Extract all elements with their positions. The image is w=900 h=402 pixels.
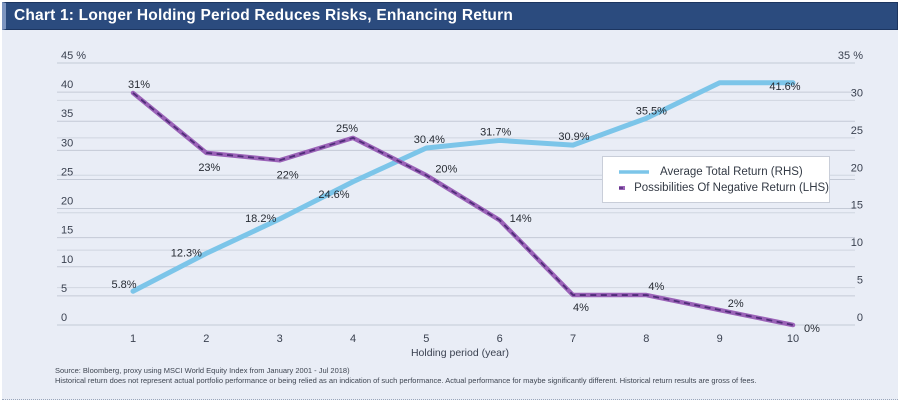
right-axis-tick-label: 0: [857, 312, 863, 324]
x-axis-tick-label: 5: [423, 333, 429, 345]
right-axis-tick-label: 15: [851, 200, 863, 212]
data-label-purple: 25%: [336, 123, 358, 135]
left-axis-tick-label: 30: [61, 137, 73, 149]
data-label-purple: 23%: [198, 162, 220, 174]
x-axis-tick-label: 6: [497, 333, 503, 345]
x-axis-tick-label: 3: [277, 333, 283, 345]
right-axis-tick-label: 35 %: [838, 50, 863, 62]
chart-title: Chart 1: Longer Holding Period Reduces R…: [14, 7, 513, 24]
right-axis-tick-label: 10: [851, 237, 863, 249]
left-axis-tick-label: 20: [61, 196, 73, 208]
data-label-purple: 22%: [277, 169, 299, 181]
x-axis-tick-label: 9: [717, 333, 723, 345]
data-label-blue: 31.7%: [480, 126, 511, 138]
x-axis-title: Holding period (year): [410, 347, 510, 359]
footer-source-line: Source: Bloomberg, proxy using MSCI Worl…: [55, 366, 350, 375]
right-axis-tick-label: 30: [851, 87, 863, 99]
left-axis-tick-label: 35: [61, 108, 73, 120]
legend-item-negative-return: Possibilities Of Negative Return (LHS): [617, 182, 829, 194]
data-label-purple: 0%: [804, 323, 820, 335]
footer-disclaimer-line: Historical return does not represent act…: [55, 376, 757, 385]
left-axis-tick-label: 10: [61, 254, 73, 266]
data-label-purple: 14%: [510, 213, 532, 225]
left-axis-tick-label: 15: [61, 225, 73, 237]
x-axis-tick-label: 1: [130, 333, 136, 345]
left-axis-tick-label: 45 %: [61, 50, 86, 62]
data-label-purple: 4%: [648, 281, 664, 293]
left-axis-tick-label: 40: [61, 79, 73, 91]
data-label-purple: 31%: [128, 79, 150, 91]
right-axis-tick-label: 25: [851, 125, 863, 137]
data-label-purple: 2%: [728, 298, 744, 310]
x-axis-tick-label: 2: [203, 333, 209, 345]
x-axis-tick-label: 10: [787, 333, 799, 345]
line-swatch-purple-icon: [619, 185, 626, 190]
left-axis-tick-label: 5: [61, 283, 67, 295]
data-label-blue: 35.5%: [636, 105, 667, 117]
data-label-purple: 20%: [435, 163, 457, 175]
data-label-blue: 24.6%: [318, 189, 349, 201]
x-axis-tick-label: 8: [643, 333, 649, 345]
series-line-negative-return-dash: [132, 92, 794, 326]
data-label-blue: 18.2%: [245, 213, 276, 225]
x-axis-tick-label: 4: [350, 333, 356, 345]
data-label-blue: 30.9%: [558, 131, 589, 143]
data-label-blue: 5.8%: [111, 279, 136, 291]
right-axis-tick-label: 20: [851, 162, 863, 174]
left-axis-tick-label: 0: [61, 312, 67, 324]
footer: Source: Bloomberg, proxy using MSCI Worl…: [55, 366, 892, 386]
line-swatch-blue-icon: [619, 169, 649, 174]
data-label-blue: 41.6%: [769, 81, 800, 93]
data-label-blue: 12.3%: [171, 247, 202, 259]
right-axis-tick-label: 5: [857, 275, 863, 287]
data-label-purple: 4%: [573, 302, 589, 314]
legend-label: Average Total Return (RHS): [660, 165, 803, 178]
series-line-average-total-return: [130, 80, 796, 294]
left-axis-tick-label: 25: [61, 166, 73, 178]
title-bar: Chart 1: Longer Holding Period Reduces R…: [2, 2, 898, 30]
legend-label: Possibilities Of Negative Return (LHS): [634, 181, 829, 194]
data-label-blue: 30.4%: [414, 134, 445, 146]
legend: Average Total Return (RHS) Possibilities…: [602, 156, 830, 203]
legend-item-average-total-return: Average Total Return (RHS): [617, 166, 829, 178]
x-axis-tick-label: 7: [570, 333, 576, 345]
